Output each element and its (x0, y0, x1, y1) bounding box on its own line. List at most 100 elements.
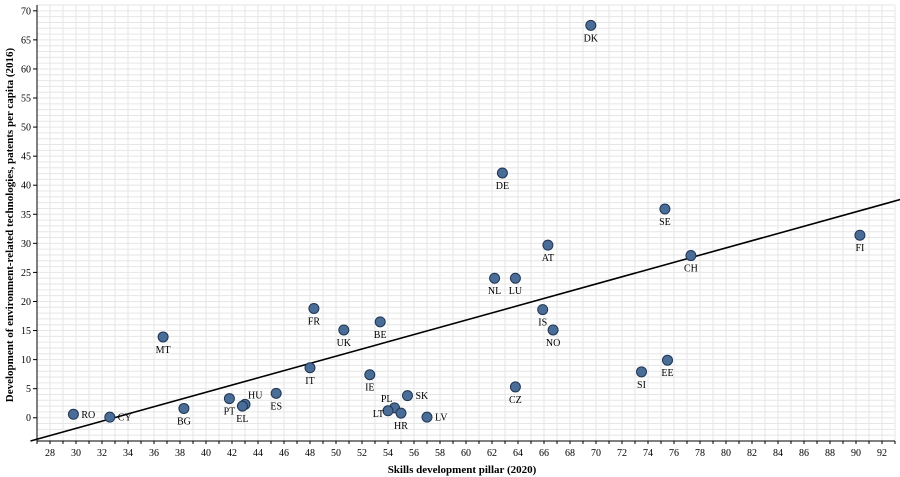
x-tick-label: 54 (383, 448, 393, 459)
data-point-de (496, 167, 508, 179)
x-tick-label: 78 (695, 448, 705, 459)
data-point-lu (509, 272, 521, 284)
data-point-mt (157, 331, 169, 343)
x-tick-label: 46 (279, 448, 289, 459)
data-point-sk (402, 390, 413, 402)
data-point-pt (223, 393, 235, 405)
data-point-no (547, 324, 559, 336)
data-point-se (659, 203, 671, 215)
x-tick-label: 74 (643, 448, 653, 459)
y-tick-label: 30 (21, 239, 31, 250)
y-tick-label: 35 (21, 210, 31, 221)
y-tick-label: 40 (21, 181, 31, 192)
y-tick-label: 45 (21, 152, 31, 163)
x-tick-label: 30 (71, 448, 81, 459)
x-tick-label: 44 (253, 448, 263, 459)
y-tick-label: 55 (21, 94, 31, 105)
y-tick-label: 50 (21, 123, 31, 134)
x-tick-label: 72 (617, 448, 627, 459)
x-tick-label: 50 (331, 448, 341, 459)
point-label-be: BE (374, 330, 387, 341)
point-label-lt: LT (373, 409, 384, 420)
x-tick-label: 62 (487, 448, 497, 459)
x-tick-label: 58 (435, 448, 445, 459)
point-label-ie: IE (365, 383, 374, 394)
point-label-si: SI (637, 380, 646, 391)
point-label-cz: CZ (509, 395, 522, 406)
x-tick-label: 80 (721, 448, 731, 459)
x-tick-label: 66 (539, 448, 549, 459)
x-tick-label: 28 (45, 448, 55, 459)
data-point-at (542, 239, 554, 251)
data-point-el (236, 400, 248, 412)
trend-line (30, 198, 900, 442)
x-tick-label: 86 (799, 448, 809, 459)
data-point-bg (178, 402, 190, 414)
y-tick-label: 10 (21, 355, 31, 366)
data-point-be (374, 316, 386, 328)
point-label-se: SE (659, 217, 671, 228)
point-label-de: DE (496, 181, 509, 192)
axes: 0 5 10 15 20 25 30 35 40 45 50 55 60 65 70 28 30 32 34 36 38… (21, 5, 896, 459)
x-tick-label: 38 (175, 448, 185, 459)
point-label-lv: LV (435, 413, 448, 424)
x-tick-label: 64 (513, 448, 523, 459)
point-label-fr: FR (308, 316, 321, 327)
data-point-fi (854, 229, 866, 241)
x-tick-label: 48 (305, 448, 315, 459)
point-label-hu: HU (248, 390, 263, 401)
x-tick-label: 32 (97, 448, 107, 459)
y-tick-label: 15 (21, 326, 31, 337)
trend-line-group (30, 198, 900, 442)
point-label-uk: UK (337, 338, 352, 349)
point-label-it: IT (305, 376, 314, 387)
data-point-ch (685, 250, 697, 262)
y-tick-label: 0 (26, 413, 31, 424)
point-label-hr: HR (394, 421, 408, 432)
data-point-lt (382, 405, 394, 417)
x-tick-label: 60 (461, 448, 471, 459)
x-tick-label: 68 (565, 448, 575, 459)
x-tick-label: 76 (669, 448, 679, 459)
x-tick-label: 70 (591, 448, 601, 459)
data-point-cz (509, 381, 521, 393)
x-tick-label: 82 (747, 448, 757, 459)
data-point-ro (67, 408, 79, 420)
point-label-fi: FI (855, 243, 864, 254)
point-label-at: AT (542, 253, 554, 264)
x-tick-label: 42 (227, 448, 237, 459)
data-point-fr (308, 302, 320, 314)
point-label-dk: DK (584, 33, 599, 44)
data-point-nl (489, 272, 501, 284)
x-tick-label: 40 (201, 448, 211, 459)
data-point-uk (338, 324, 350, 336)
point-labels: RO CY BG MT PT HU EL ES IT FR UK BE IE PL LT SK HR LV NL LU… (81, 33, 864, 432)
x-tick-label: 36 (149, 448, 159, 459)
y-tick-label: 5 (26, 384, 31, 395)
point-label-sk: SK (416, 391, 430, 402)
y-tick-label: 70 (21, 6, 31, 17)
x-axis-title: Skills development pillar (2020) (388, 464, 537, 476)
point-label-mt: MT (156, 345, 171, 356)
point-label-el: EL (236, 414, 248, 425)
data-point-es (270, 387, 282, 399)
data-point-hr (395, 407, 407, 419)
y-axis-title: Development of environment-related techn… (4, 47, 16, 402)
x-tick-label: 90 (851, 448, 861, 459)
data-point-cy (104, 411, 116, 423)
x-tick-label: 88 (825, 448, 835, 459)
point-label-pl: PL (381, 394, 393, 405)
point-label-ro: RO (81, 410, 95, 421)
x-tick-label: 92 (877, 448, 887, 459)
data-point-ee (662, 354, 673, 366)
data-points (67, 19, 866, 423)
data-point-it (304, 362, 316, 374)
point-label-pt: PT (224, 407, 236, 418)
x-tick-label: 52 (357, 448, 367, 459)
y-tick-label: 65 (21, 35, 31, 46)
data-point-lv (421, 411, 433, 423)
x-tick-label: 84 (773, 448, 783, 459)
y-tick-label: 20 (21, 297, 31, 308)
point-label-is: IS (538, 318, 547, 329)
